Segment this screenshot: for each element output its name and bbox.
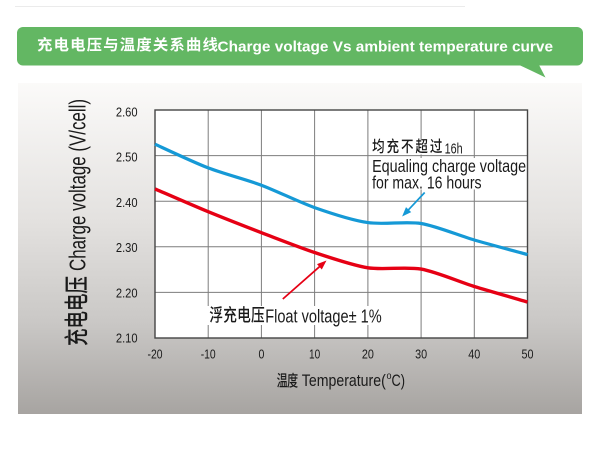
svg-text:10: 10 xyxy=(309,346,320,361)
svg-text:2.30: 2.30 xyxy=(116,240,138,255)
svg-text:2.50: 2.50 xyxy=(116,150,138,165)
svg-text:20: 20 xyxy=(362,346,374,361)
svg-text:0: 0 xyxy=(258,346,264,361)
svg-text:Equaling charge voltage: Equaling charge voltage xyxy=(372,156,526,176)
svg-text:Charge voltage Vs ambient temp: Charge voltage Vs ambient temperature cu… xyxy=(218,39,554,55)
svg-text:2.20: 2.20 xyxy=(116,285,138,300)
svg-text:50: 50 xyxy=(522,346,534,361)
svg-text:2.10: 2.10 xyxy=(116,331,138,346)
svg-text:Charge voltage (V/cell): Charge voltage (V/cell) xyxy=(65,99,91,271)
svg-text:16h: 16h xyxy=(445,141,463,157)
svg-text:40: 40 xyxy=(468,346,480,361)
svg-text:2.60: 2.60 xyxy=(116,104,138,119)
svg-text:C): C) xyxy=(392,371,406,390)
svg-text:-10: -10 xyxy=(201,346,216,361)
svg-text:for max. 16 hours: for max. 16 hours xyxy=(372,172,482,192)
svg-text:Temperature(: Temperature( xyxy=(302,371,386,390)
svg-text:Float voltage± 1%: Float voltage± 1% xyxy=(265,307,382,327)
svg-text:30: 30 xyxy=(415,346,427,361)
svg-text:o: o xyxy=(387,371,392,382)
svg-text:-20: -20 xyxy=(148,346,163,361)
svg-text:2.40: 2.40 xyxy=(116,195,138,210)
